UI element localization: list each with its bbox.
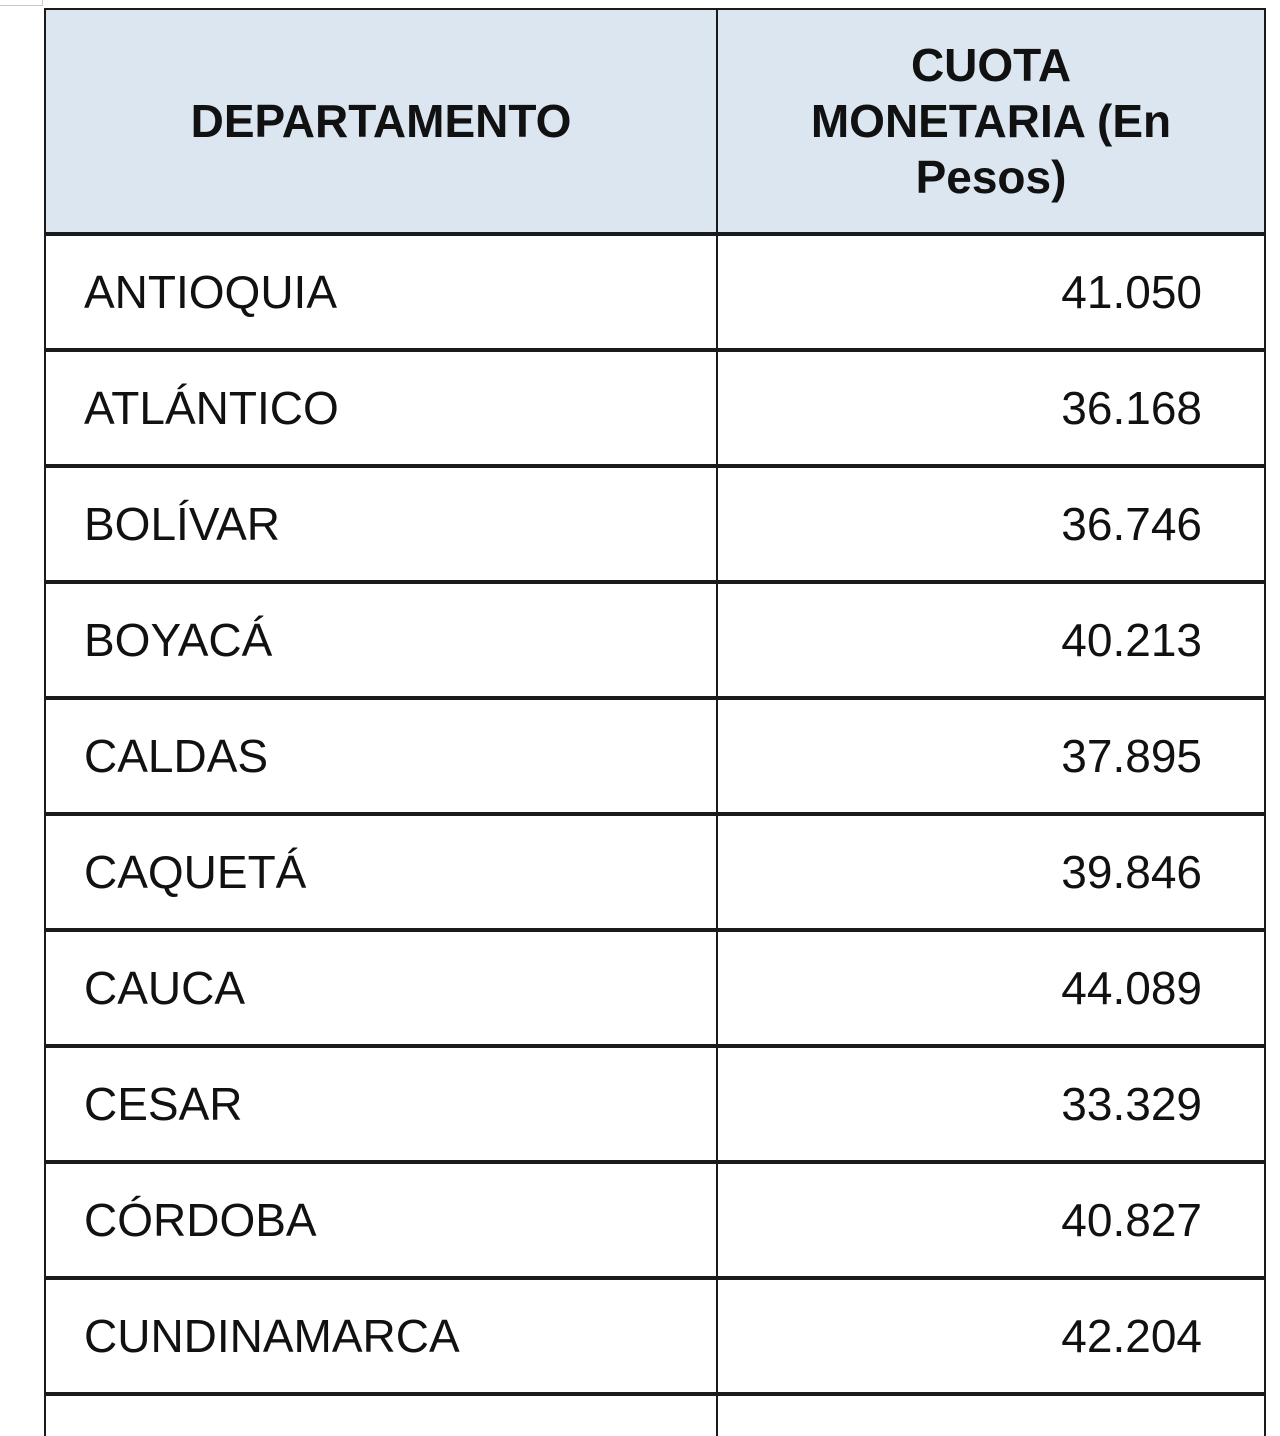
table-row: CALDAS 37.895 <box>44 698 1266 816</box>
quota-cell: 41.050 <box>716 234 1266 352</box>
quota-table: DEPARTAMENTO CUOTA MONETARIA (En Pesos) … <box>44 8 1266 1436</box>
header-department-label: DEPARTAMENTO <box>190 95 572 147</box>
department-cell: CAUCA <box>44 930 718 1048</box>
department-cell: CESAR <box>44 1046 718 1164</box>
department-cell: CUNDINAMARCA <box>44 1278 718 1396</box>
quota-cell: 42.204 <box>716 1278 1266 1396</box>
header-row: DEPARTAMENTO CUOTA MONETARIA (En Pesos) <box>44 8 1266 236</box>
header-quota: CUOTA MONETARIA (En Pesos) <box>716 8 1266 236</box>
quota-cell: 40.827 <box>716 1162 1266 1280</box>
department-cell-empty <box>44 1394 718 1436</box>
table-row: ATLÁNTICO 36.168 <box>44 350 1266 468</box>
corner-mark <box>0 0 43 6</box>
department-cell: CÓRDOBA <box>44 1162 718 1280</box>
department-cell: BOYACÁ <box>44 582 718 700</box>
department-cell: BOLÍVAR <box>44 466 718 584</box>
department-cell: CAQUETÁ <box>44 814 718 932</box>
quota-cell: 33.329 <box>716 1046 1266 1164</box>
table-row: CÓRDOBA 40.827 <box>44 1162 1266 1280</box>
table-row: ANTIOQUIA 41.050 <box>44 234 1266 352</box>
table-row: CAUCA 44.089 <box>44 930 1266 1048</box>
quota-cell: 44.089 <box>716 930 1266 1048</box>
quota-cell-empty <box>716 1394 1266 1436</box>
table-row: CAQUETÁ 39.846 <box>44 814 1266 932</box>
department-cell: CALDAS <box>44 698 718 816</box>
quota-cell: 37.895 <box>716 698 1266 816</box>
table-row: CUNDINAMARCA 42.204 <box>44 1278 1266 1396</box>
quota-cell: 40.213 <box>716 582 1266 700</box>
quota-cell: 36.746 <box>716 466 1266 584</box>
header-quota-label: CUOTA MONETARIA (En Pesos) <box>810 39 1172 203</box>
quota-cell: 39.846 <box>716 814 1266 932</box>
table-row: BOLÍVAR 36.746 <box>44 466 1266 584</box>
department-cell: ATLÁNTICO <box>44 350 718 468</box>
quota-cell: 36.168 <box>716 350 1266 468</box>
table-row: CESAR 33.329 <box>44 1046 1266 1164</box>
header-department: DEPARTAMENTO <box>44 8 718 236</box>
table-row-partial <box>44 1394 1266 1436</box>
table-row: BOYACÁ 40.213 <box>44 582 1266 700</box>
department-cell: ANTIOQUIA <box>44 234 718 352</box>
